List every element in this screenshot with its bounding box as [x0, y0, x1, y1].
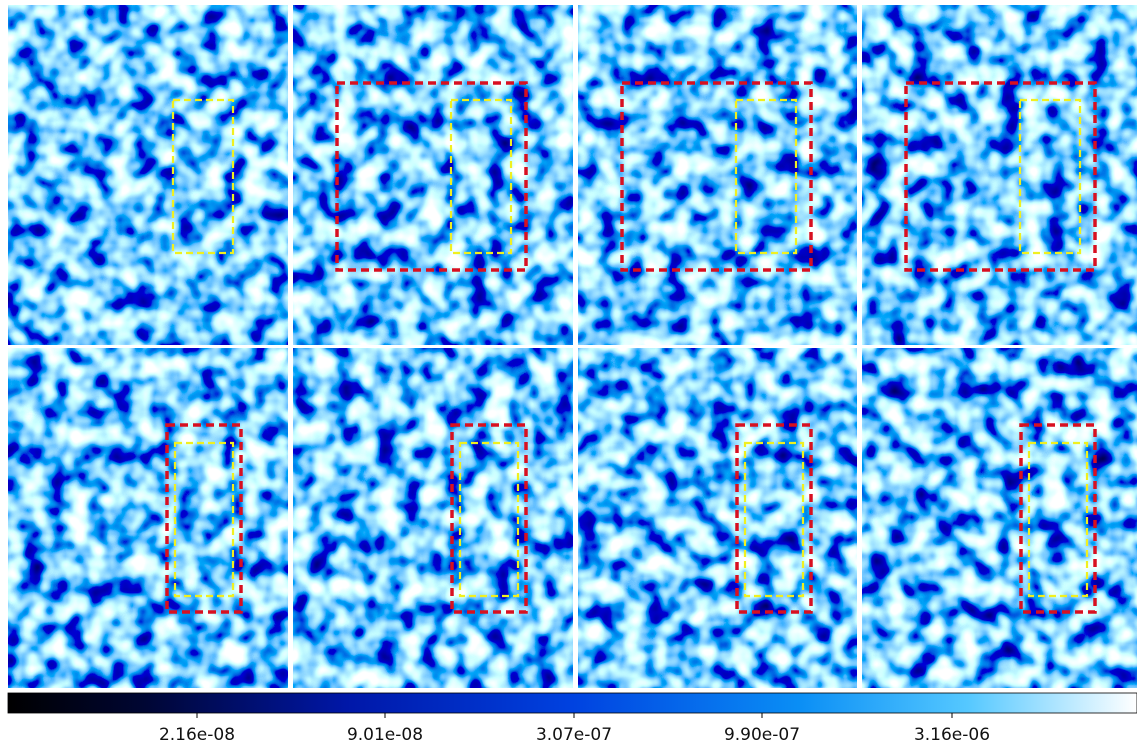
field-image: [293, 5, 573, 345]
field-image: [8, 5, 288, 345]
yellow-box: [1027, 441, 1089, 598]
colorbar-ticks: 2.16e-08 9.01e-08 3.07e-07 9.90e-07 3.16…: [159, 713, 990, 745]
yellow-box: [734, 98, 798, 255]
yellow-box: [171, 98, 235, 255]
red-box: [904, 81, 1097, 272]
tick-label: 9.90e-07: [724, 725, 800, 745]
field-image: [862, 348, 1137, 688]
yellow-box: [173, 441, 235, 598]
yellow-box: [1018, 98, 1082, 255]
tick-label: 3.07e-07: [536, 725, 612, 745]
yellow-box: [458, 441, 520, 598]
red-box: [335, 81, 528, 272]
yellow-box: [743, 441, 805, 598]
tick-label: 3.16e-06: [914, 725, 990, 745]
colorbar: [7, 692, 1137, 714]
tick-label: 2.16e-08: [159, 725, 235, 745]
red-box: [620, 81, 813, 272]
panels: [8, 5, 1137, 688]
field-image: [862, 5, 1137, 345]
field-image: [293, 348, 573, 688]
tick-label: 9.01e-08: [347, 725, 423, 745]
yellow-box: [449, 98, 513, 255]
field-image: [578, 348, 857, 688]
field-image: [8, 348, 288, 688]
field-image: [578, 5, 857, 345]
